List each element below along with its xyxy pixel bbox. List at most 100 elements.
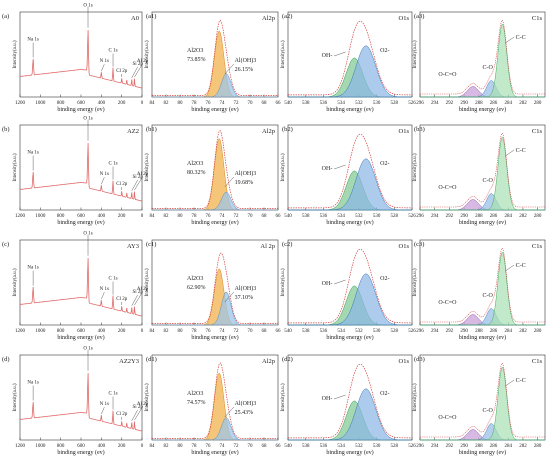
y-axis-label: Intensity(a.u.): [413, 153, 418, 181]
plot-frame: [419, 354, 546, 441]
x-tick-label: 1000: [35, 329, 46, 334]
panel-title: Al2p: [262, 358, 275, 365]
aloh3-pointer: [224, 176, 235, 188]
x-tick-label: 1200: [15, 214, 26, 219]
peak-pointer: [131, 66, 138, 78]
al2o3-percent: 73.85%: [187, 57, 206, 63]
x-tick-label: 78: [192, 214, 198, 219]
panel-title: Al2p: [262, 15, 275, 22]
peak-label: Cl 2p: [116, 69, 127, 74]
x-tick-label: 82: [164, 101, 170, 106]
panel-tag: (c): [2, 241, 9, 248]
peak-label: N 1s: [100, 287, 109, 292]
x-tick-label: 532: [355, 329, 363, 334]
x-tick-label: 534: [337, 214, 345, 219]
x-tick-label: 80: [178, 329, 184, 334]
x-tick-label: 530: [373, 214, 381, 219]
aloh3-percent: 37.10%: [235, 295, 254, 301]
x-tick-label: 532: [355, 444, 363, 449]
c1s-envelope: [420, 362, 545, 438]
x-tick-label: 526: [408, 444, 416, 449]
ocoo-label: O-C=O: [438, 72, 457, 78]
cc-pointer: [505, 36, 515, 44]
survey-spectrum: [19, 372, 143, 432]
x-tick-label: 288: [475, 101, 483, 106]
x-tick-label: 74: [220, 444, 226, 449]
x-tick-label: 290: [460, 444, 468, 449]
oh-label: OH-: [322, 166, 333, 172]
peak-label: O 1s: [83, 232, 92, 237]
o2-component: [288, 158, 412, 211]
peak-pointer: [134, 291, 143, 306]
x-tick-label: 530: [373, 101, 381, 106]
co-component: [420, 308, 545, 326]
cc-label: C-C: [516, 35, 526, 41]
cc-label: C-C: [516, 378, 526, 384]
peak-label: N 1s: [100, 172, 109, 177]
peak-label: N 1s: [100, 402, 109, 407]
panel-title: C1s: [532, 243, 543, 250]
x-tick-label: 78: [192, 329, 198, 334]
x-tick-label: 82: [164, 329, 170, 334]
x-tick-label: 68: [262, 444, 268, 449]
x-tick-label: 82: [164, 444, 170, 449]
peak-pointer: [131, 409, 138, 421]
o1s-envelope: [288, 133, 412, 209]
y-axis-label: Intensity(a.u.): [281, 153, 286, 181]
x-axis-label: binding energy (ev): [326, 219, 373, 226]
x-tick-label: 1200: [15, 444, 26, 449]
al2p-panel-3: 84 82 80 78 76 74 72 70 68 66 binding energy (ev) I…: [145, 354, 282, 456]
o2-label: O2-: [380, 48, 389, 54]
cc-pointer: [505, 264, 515, 272]
peak-label: Cl 2p: [116, 182, 127, 187]
x-tick-label: 600: [77, 329, 85, 334]
al2o3-percent: 62.90%: [187, 285, 206, 291]
peak-label: Cl 2p: [116, 297, 127, 302]
peak-label: Na 1s: [27, 381, 39, 386]
peak-label: Na 1s: [27, 266, 39, 271]
y-axis-label: Intensity(a.u.): [281, 383, 286, 411]
x-tick-label: 66: [276, 444, 282, 449]
peak-label: Al 2p: [137, 402, 149, 407]
cc-component: [420, 23, 545, 98]
x-tick-label: 528: [391, 214, 399, 219]
panel-tag: (c2): [282, 241, 292, 248]
x-tick-label: 530: [373, 329, 381, 334]
x-tick-label: 72: [234, 214, 240, 219]
x-tick-label: 84: [150, 444, 156, 449]
peak-pointer: [101, 407, 105, 415]
x-axis-label: binding energy (ev): [57, 219, 104, 226]
peak-pointer: [131, 179, 138, 191]
x-tick-label: 1200: [15, 329, 26, 334]
survey-spectrum: [19, 142, 143, 202]
x-tick-label: 286: [490, 101, 498, 106]
aloh3-component: [152, 291, 278, 326]
panel-tag: (a3): [414, 13, 424, 20]
peak-label: Si 2p: [133, 405, 144, 410]
x-tick-label: 76: [206, 329, 212, 334]
aloh3-percent: 26.15%: [235, 67, 254, 73]
x-axis-label: binding energy (ev): [57, 106, 104, 113]
peak-label: Na 1s: [27, 151, 39, 156]
c1s-panel-3: 296 294 292 290 288 286 284 282 280 binding energ…: [413, 354, 546, 456]
panel-tag: (d): [2, 356, 10, 363]
x-tick-label: 280: [534, 214, 542, 219]
panel-tag: (b2): [282, 126, 293, 133]
x-tick-label: 538: [302, 214, 310, 219]
x-tick-label: 282: [519, 444, 527, 449]
aloh3-label: Al(OH)3: [235, 285, 257, 292]
panel-title: O1s: [399, 358, 410, 365]
x-axis-label: binding energy (ev): [191, 449, 238, 456]
panel-tag: (a2): [282, 13, 292, 20]
x-axis-label: binding energy (ev): [57, 449, 104, 456]
aloh3-pointer: [224, 291, 235, 303]
al2o3-component: [152, 30, 278, 98]
x-tick-label: 288: [475, 329, 483, 334]
peak-pointer: [134, 176, 143, 191]
panel-title: C1s: [532, 128, 543, 135]
x-axis-label: binding energy (ev): [326, 334, 373, 341]
oh-label: OH-: [322, 281, 333, 287]
plot-frame: [19, 239, 143, 326]
sample-name: AZ2: [127, 128, 139, 135]
x-axis-label: binding energy (ev): [459, 334, 506, 341]
